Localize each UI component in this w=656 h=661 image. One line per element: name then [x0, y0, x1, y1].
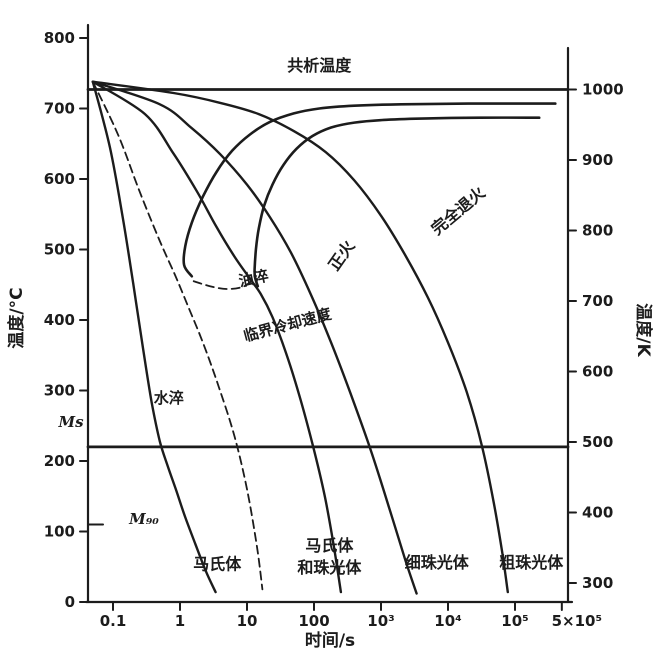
- x-tick-label: 100: [298, 612, 329, 630]
- water-quench-label: 水淬: [154, 389, 184, 407]
- x-tick-label: 10⁵: [501, 612, 528, 630]
- water-quench-curve: [91, 80, 217, 594]
- oil-quench-label: 油淬: [237, 267, 270, 291]
- y-tick-label-right: 900: [582, 151, 613, 169]
- fine-pearlite-label: 细珠光体: [405, 553, 470, 572]
- oil-quench-curve: [91, 80, 343, 594]
- y-tick-label-left: 800: [44, 29, 75, 47]
- y-tick-label-left: 0: [65, 593, 75, 611]
- y-axis-title-left: 温度/°C: [6, 287, 27, 348]
- full-annealing-curve: [91, 80, 509, 594]
- x-tick-label: 0.1: [100, 612, 127, 630]
- x-axis-title: 时间/s: [305, 630, 355, 651]
- critical-cooling-label: 临界冷却速度: [242, 304, 335, 345]
- y-tick-label-right: 800: [582, 221, 613, 239]
- coarse-pearlite-label: 粗珠光体: [499, 553, 564, 572]
- y-tick-label-right: 300: [582, 574, 613, 592]
- y-tick-label-right: 700: [582, 292, 613, 310]
- nose-connector-curve: [192, 279, 254, 290]
- martensite-label: 马氏体: [193, 555, 242, 574]
- y-tick-label-left: 100: [44, 523, 75, 541]
- transformation-start-c-curve: [182, 102, 557, 278]
- martensite-pearlite-label-line1: 马氏体: [305, 536, 354, 555]
- y-tick-label-right: 400: [582, 503, 613, 521]
- x-tick-label: 10: [237, 612, 258, 630]
- critical-cooling-rate-curve: [91, 80, 264, 591]
- x-tick-label: 10³: [367, 612, 394, 630]
- normalizing-label: 正火: [324, 236, 358, 274]
- full-annealing-label: 完全退火: [428, 182, 490, 238]
- ms-label: Ms: [57, 413, 84, 431]
- y-tick-label-left: 700: [44, 100, 75, 118]
- y-tick-label-left: 500: [44, 241, 75, 259]
- y-tick-label-left: 300: [44, 382, 75, 400]
- m90-label: M₉₀: [128, 510, 159, 528]
- eutectoid-label: 共析温度: [287, 56, 352, 75]
- x-tick-label: 1: [175, 612, 185, 630]
- y-tick-label-right: 500: [582, 433, 613, 451]
- y-tick-label-left: 400: [44, 311, 75, 329]
- x-tick-label: 10⁴: [434, 612, 461, 630]
- martensite-pearlite-label-line2: 和珠光体: [297, 558, 362, 577]
- y-axis-title-right: 温度/K: [633, 303, 654, 357]
- y-tick-label-right: 1000: [582, 80, 624, 98]
- y-tick-label-left: 600: [44, 170, 75, 188]
- transformation-finish-c-curve: [253, 116, 541, 288]
- x-tick-label: 5×10⁵: [552, 612, 602, 630]
- y-tick-label-right: 600: [582, 362, 613, 380]
- normalizing-curve: [91, 80, 418, 595]
- y-tick-label-left: 200: [44, 452, 75, 470]
